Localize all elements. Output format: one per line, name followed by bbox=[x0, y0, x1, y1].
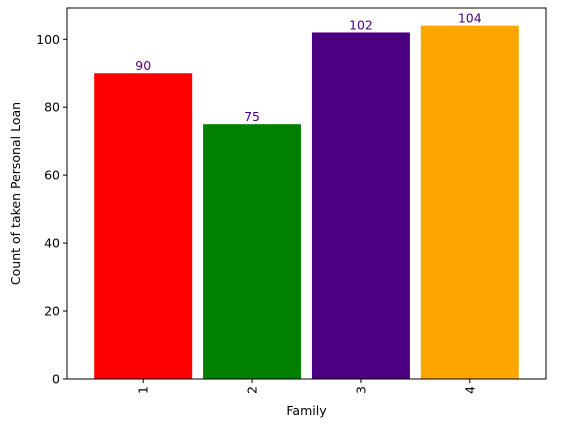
bar-family-2 bbox=[203, 124, 302, 379]
y-axis: 0 20 40 60 80 100 bbox=[36, 32, 67, 387]
y-axis-label: Count of taken Personal Loan bbox=[8, 102, 23, 285]
x-axis: 1 2 3 4 bbox=[136, 379, 477, 394]
bar-family-4 bbox=[420, 25, 519, 380]
data-label-family-2: 75 bbox=[244, 109, 260, 124]
plot-frame bbox=[66, 7, 547, 380]
data-label-family-3: 102 bbox=[349, 17, 373, 32]
data-labels-group: 90 75 102 104 bbox=[135, 11, 482, 125]
data-label-family-4: 104 bbox=[458, 11, 482, 26]
x-tick-label: 3 bbox=[353, 386, 368, 394]
bar-family-3 bbox=[311, 32, 410, 379]
x-axis-label: Family bbox=[286, 403, 327, 418]
x-tick-label: 2 bbox=[245, 386, 260, 394]
y-tick-label: 60 bbox=[44, 168, 60, 183]
y-tick-label: 20 bbox=[44, 304, 60, 319]
data-label-family-1: 90 bbox=[135, 58, 151, 73]
bars-group bbox=[94, 25, 519, 380]
bar-family-1 bbox=[94, 73, 193, 379]
y-tick-label: 100 bbox=[36, 32, 60, 47]
y-tick-label: 80 bbox=[44, 100, 60, 115]
y-tick-label: 40 bbox=[44, 236, 60, 251]
x-tick-label: 1 bbox=[136, 386, 151, 394]
x-tick-label: 4 bbox=[462, 386, 477, 394]
y-tick-label: 0 bbox=[52, 372, 60, 387]
